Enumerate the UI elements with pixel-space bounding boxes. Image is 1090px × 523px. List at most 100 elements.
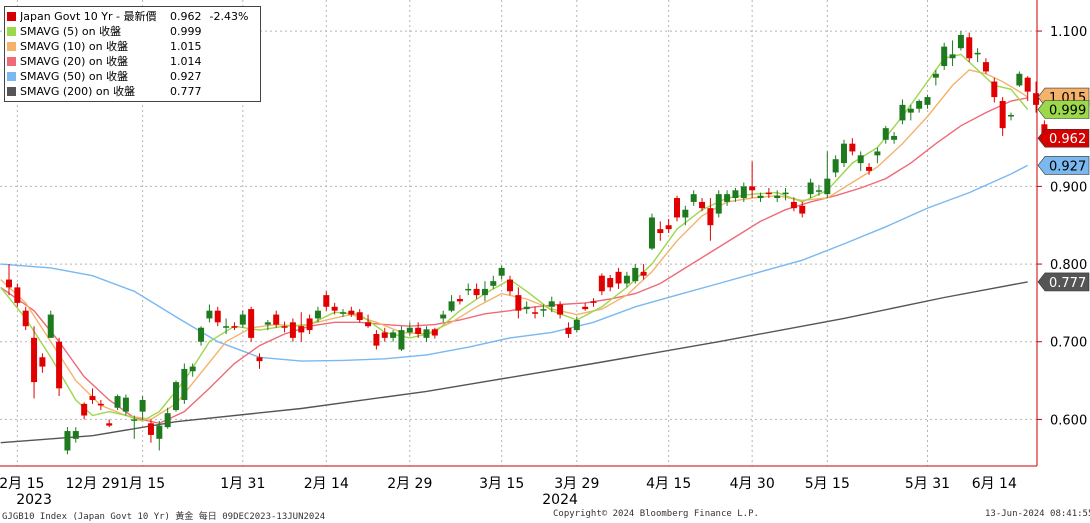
candle	[607, 274, 614, 292]
candle-body	[982, 62, 989, 72]
candle	[406, 322, 413, 336]
candle	[390, 330, 397, 342]
candle-body	[573, 319, 580, 331]
candle-body	[214, 310, 221, 323]
last-value-tag-bg	[1037, 272, 1090, 292]
candle	[807, 178, 814, 199]
candle-body	[565, 327, 572, 334]
candle-body	[941, 46, 948, 67]
y-tick-label: 0.600	[1050, 413, 1087, 428]
candle	[924, 94, 931, 109]
candle	[248, 306, 255, 342]
candle	[907, 104, 914, 121]
candle	[507, 275, 513, 296]
candle	[523, 301, 530, 314]
candle-body	[966, 37, 973, 59]
candle-body	[6, 279, 12, 288]
candle-body	[715, 194, 722, 214]
candle	[949, 40, 956, 67]
candle	[39, 353, 46, 373]
candle-body	[615, 271, 622, 284]
candle	[473, 283, 480, 300]
candle-body	[815, 190, 822, 192]
ma-line-20	[0, 97, 1028, 425]
y-tick-label: 0.700	[1050, 336, 1087, 351]
x-tick-label: 3月 15	[479, 476, 524, 492]
legend-value: 1.015	[170, 40, 202, 53]
candle	[615, 267, 622, 289]
candle	[89, 388, 96, 404]
candle-body	[381, 332, 388, 338]
candle-body	[189, 366, 196, 372]
candle	[6, 264, 12, 296]
candle-body	[882, 128, 889, 140]
candle	[81, 402, 88, 420]
candle	[465, 283, 472, 296]
candle-body	[131, 419, 138, 421]
x-tick-label: 3月 29	[554, 476, 599, 492]
candle	[882, 125, 889, 144]
legend-value: 0.962	[170, 10, 202, 23]
candle	[348, 306, 355, 317]
candle	[306, 314, 313, 334]
candle-body	[498, 267, 505, 276]
candle-body	[824, 178, 831, 195]
candle-body	[957, 34, 964, 49]
candle-body	[799, 205, 806, 214]
candle-body	[632, 267, 639, 282]
candle	[557, 301, 564, 319]
candle	[515, 287, 522, 319]
candle	[657, 221, 664, 241]
candle-body	[640, 271, 647, 276]
candle-body	[431, 329, 438, 336]
candle	[941, 42, 948, 70]
candle-body	[1008, 114, 1014, 117]
candle-body	[582, 306, 589, 310]
y-axis-ticks: 1.100 0.900 0.800 0.700 0.600	[1037, 25, 1087, 428]
candle	[874, 147, 881, 164]
candle-body	[390, 332, 397, 338]
candle-body	[239, 314, 246, 325]
y-tick-label: 1.100	[1050, 25, 1087, 40]
candle	[532, 306, 539, 319]
candle-body	[156, 425, 163, 439]
candle-body	[532, 312, 539, 314]
candle-body	[782, 192, 789, 195]
candle	[1024, 76, 1031, 101]
candle-body	[899, 104, 906, 121]
candle-body	[281, 326, 288, 328]
candle-body	[373, 333, 380, 346]
candle	[590, 298, 597, 307]
last-value-tag: 0.777	[1037, 272, 1090, 292]
candle-body	[64, 431, 71, 451]
candle	[398, 326, 405, 352]
candle	[264, 319, 271, 331]
candle-body	[231, 326, 238, 328]
legend-swatch	[7, 27, 16, 36]
candle	[891, 132, 898, 144]
candle-body	[707, 208, 714, 226]
footer-copyright: Copyright© 2024 Bloomberg Finance L.P.	[553, 509, 759, 519]
candle	[699, 198, 706, 212]
candle	[481, 281, 488, 302]
candle	[648, 213, 655, 251]
candle	[206, 304, 213, 323]
x-tick-label: 5月 15	[805, 476, 850, 492]
candle	[573, 316, 580, 333]
candle	[841, 139, 847, 167]
candle	[56, 337, 63, 397]
candle	[582, 302, 589, 311]
candle-body	[1033, 93, 1040, 105]
candle-body	[557, 304, 564, 315]
candle	[431, 327, 438, 339]
candle	[640, 264, 647, 280]
candle-body	[289, 322, 296, 338]
candle-body	[481, 288, 488, 296]
ma-line-10	[0, 69, 1029, 421]
candle	[490, 275, 497, 289]
candle	[598, 273, 605, 296]
x-tick-label: 1月 31	[220, 476, 265, 492]
candle-body	[56, 341, 63, 389]
candle-body	[206, 310, 213, 319]
candle	[256, 353, 263, 369]
